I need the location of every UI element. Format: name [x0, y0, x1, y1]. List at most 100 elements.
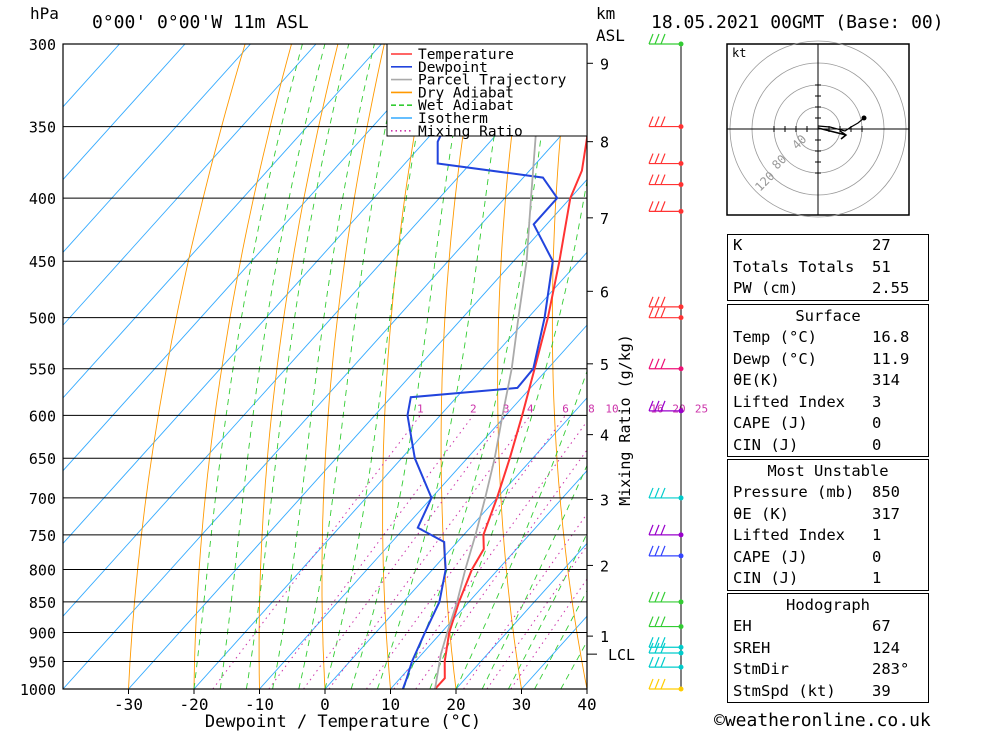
- datetime-label: 18.05.2021 00GMT (Base: 00): [651, 12, 944, 33]
- x-tick-label: 0: [320, 695, 330, 714]
- wind-barb-dot: [678, 532, 684, 538]
- mixing-ratio-label: 20: [672, 402, 685, 415]
- wind-barb-dot: [678, 304, 684, 310]
- surface-row-cape: CAPE (J) 0: [733, 414, 882, 432]
- wind-barb: [648, 201, 684, 214]
- legend-label: Temperature: [418, 47, 514, 63]
- mixing-ratio-label: 8: [588, 402, 595, 415]
- surface-row-cin: CIN (J) 0: [733, 435, 882, 454]
- isotherm-line: [390, 469, 587, 689]
- wind-barb-dot: [678, 315, 684, 321]
- hodograph-params-table: Hodograph EH 67 SREH 124 StmDir 283° StmSpd…: [727, 593, 929, 703]
- legend-label: Isotherm: [418, 111, 488, 127]
- isotherm-line: [63, 44, 251, 254]
- wind-barb-dot: [678, 41, 684, 47]
- wet-adiabat-line: [324, 44, 434, 689]
- legend-label: Wet Adiabat: [418, 98, 514, 114]
- hodograph-unit-label: kt: [732, 46, 746, 60]
- mu-row-thetae: θE (K) 317: [733, 504, 900, 523]
- pressure-tick-label: 950: [29, 654, 56, 672]
- index-row-totals: Totals Totals 51: [733, 257, 891, 276]
- x-tick-label: -30: [114, 695, 143, 714]
- surface-title: Surface: [795, 307, 861, 325]
- x-tick-label: 40: [577, 695, 596, 714]
- x-tick-label: -10: [245, 695, 274, 714]
- mixing-ratio-label: 2: [470, 402, 477, 415]
- most-unstable-table: Most Unstable Pressure (mb) 850 θE (K) 317…: [727, 459, 929, 591]
- asl-label: ASL: [596, 26, 625, 45]
- wind-barb: [648, 591, 684, 605]
- storm-motion-arrow: [817, 127, 848, 140]
- wet-adiabat-line: [429, 178, 587, 689]
- pressure-tick-label: 800: [29, 561, 56, 579]
- copyright-link[interactable]: ©weatheronline.co.uk: [714, 710, 931, 731]
- dry-adiabat-line: [657, 44, 718, 689]
- wind-barb-dot: [678, 408, 684, 414]
- pressure-tick-label: 700: [29, 490, 56, 508]
- lcl-label: LCL: [608, 646, 635, 664]
- mixing-ratio-label: 1: [417, 402, 424, 415]
- wind-barb-dot: [678, 124, 684, 130]
- isotherm-line: [63, 44, 513, 545]
- pressure-tick-label: 850: [29, 594, 56, 612]
- mixing-ratio-line: [463, 512, 587, 689]
- wind-barb: [648, 616, 684, 630]
- mixing-ratio-label: 25: [695, 402, 708, 415]
- mu-row-cin: CIN (J) 1: [733, 569, 882, 587]
- wind-barb: [648, 174, 684, 188]
- x-axis-label: Dewpoint / Temperature (°C): [205, 712, 481, 732]
- dry-adiabat-line: [551, 44, 587, 689]
- isotherm-line: [324, 397, 587, 689]
- pressure-tick-label: 350: [29, 119, 56, 137]
- pressure-tick-label: 900: [29, 625, 56, 643]
- x-tick-label: 10: [381, 695, 400, 714]
- wet-adiabat-line: [219, 44, 326, 689]
- wind-barb: [648, 296, 684, 310]
- mixing-ratio-line: [328, 415, 531, 689]
- location-label: 0°00' 0°00'W 11m ASL: [92, 12, 309, 33]
- wind-barb-dot: [678, 366, 684, 372]
- legend-label: Mixing Ratio: [418, 124, 523, 140]
- isotherm-line: [128, 178, 587, 689]
- legend-label: Parcel Trajectory: [418, 73, 567, 89]
- mixing-ratio-label: 4: [527, 402, 534, 415]
- x-tick-label: 30: [512, 695, 531, 714]
- isotherm-line: [193, 251, 587, 689]
- height-tick-label: 8: [600, 134, 609, 152]
- index-row-k: K 27: [733, 236, 891, 254]
- wind-barb: [648, 545, 684, 559]
- wind-barb-dot: [678, 208, 684, 214]
- mixing-ratio-label: 6: [562, 402, 569, 415]
- wind-barb-dot: [678, 624, 684, 630]
- km-unit-label: km: [596, 4, 616, 23]
- isotherm-line: [63, 44, 579, 617]
- pressure-tick-label: 1000: [20, 681, 56, 699]
- height-tick-label: 9: [600, 55, 609, 73]
- wind-barb-dot: [678, 599, 684, 605]
- isotherm-line: [63, 44, 186, 181]
- surface-row-thetae: θE(K) 314: [733, 371, 900, 389]
- mixing-ratio-line: [303, 415, 507, 689]
- dewpoint-profile: [401, 44, 559, 689]
- mixing-ratio-line: [393, 420, 587, 689]
- height-tick-label: 1: [600, 628, 609, 646]
- dry-adiabat-line: [497, 44, 525, 689]
- pressure-tick-label: 400: [29, 190, 56, 208]
- wind-barb: [648, 116, 684, 130]
- height-tick-label: 7: [600, 210, 609, 228]
- wind-barb-dot: [678, 182, 684, 188]
- mu-row-li: Lifted Index 1: [733, 526, 882, 544]
- wind-barb-dot: [678, 553, 684, 559]
- wind-barb-dot: [678, 686, 684, 692]
- wind-barb: [648, 153, 684, 167]
- mixing-ratio-label: 10: [605, 402, 618, 415]
- hodo-row-stmspd: StmSpd (kt) 39: [733, 681, 891, 700]
- wind-barb: [648, 656, 684, 670]
- height-tick-label: 5: [600, 356, 609, 374]
- hodograph-params-title: Hodograph: [786, 596, 870, 614]
- mixing-ratio-line: [510, 578, 587, 689]
- mixing-ratio-label: 3: [503, 402, 510, 415]
